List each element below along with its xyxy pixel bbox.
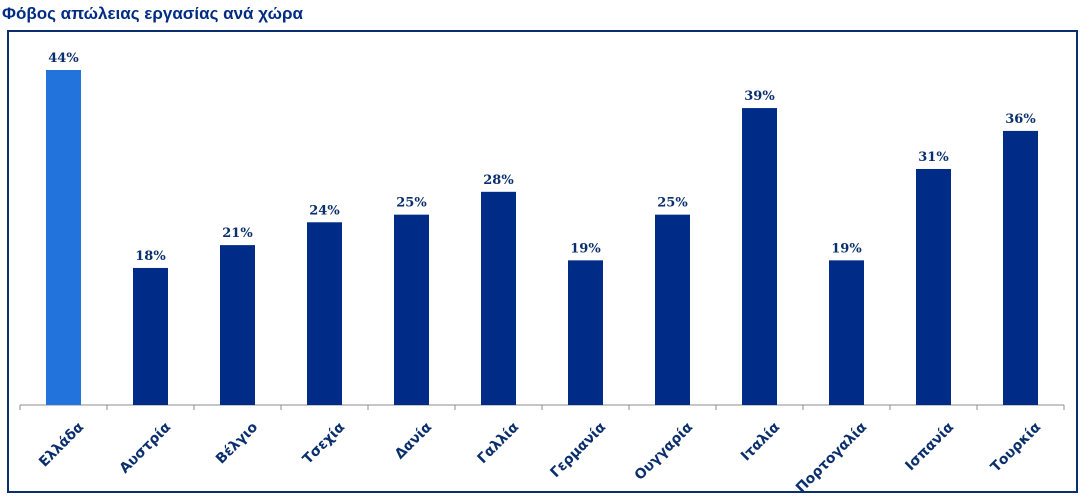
bar — [133, 267, 168, 405]
bar — [481, 191, 516, 405]
data-label: 44% — [48, 51, 79, 66]
bar — [46, 70, 81, 405]
x-tick-label: Ιταλία — [738, 419, 783, 464]
data-label: 28% — [483, 173, 514, 188]
bar — [742, 108, 777, 406]
bar — [829, 260, 864, 405]
data-label: 25% — [396, 196, 427, 211]
x-tick-label: Βέλγιο — [213, 419, 261, 467]
x-tick-label: Τουρκία — [988, 419, 1045, 476]
data-label: 36% — [1005, 112, 1036, 127]
x-tick-label: Ισπανία — [902, 419, 957, 474]
data-label: 24% — [309, 203, 340, 218]
x-tick-label: Γαλλία — [474, 419, 522, 467]
data-label: 31% — [918, 150, 949, 165]
data-label: 18% — [135, 249, 166, 264]
x-tick-label: Αυστρία — [117, 419, 175, 477]
bar — [220, 245, 255, 405]
data-label: 19% — [570, 241, 601, 256]
bar — [568, 260, 603, 405]
x-tick-label: Ουγγαρία — [632, 419, 697, 484]
chart-title: Φόβος απώλειας εργασίας ανά χώρα — [2, 4, 303, 23]
x-tick-label: Ελλάδα — [36, 419, 87, 470]
data-label: 39% — [744, 89, 775, 104]
data-label: 25% — [657, 196, 688, 211]
bar — [1003, 130, 1038, 405]
x-tick-label: Τσεχία — [300, 419, 349, 468]
x-tick-label: Γερμανία — [547, 419, 609, 481]
bar — [916, 168, 951, 405]
chart-frame — [7, 30, 1078, 493]
bar — [394, 214, 429, 405]
data-label: 19% — [831, 241, 862, 256]
x-tick-label: Δανία — [392, 419, 435, 462]
x-tick-label: Πορτογαλία — [793, 419, 870, 496]
bar — [655, 214, 690, 405]
bar — [307, 222, 342, 405]
data-label: 21% — [222, 226, 253, 241]
